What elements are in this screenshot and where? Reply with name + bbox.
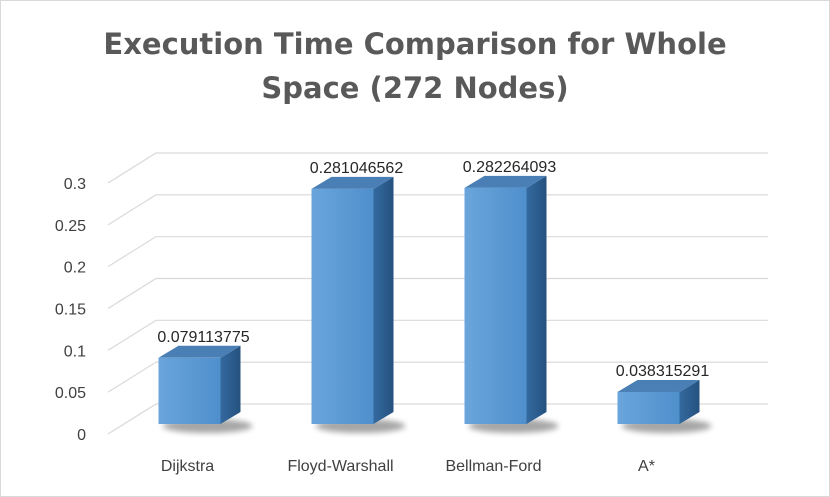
bar-dijkstra <box>158 345 241 424</box>
bar-front <box>617 391 680 424</box>
data-label: 0.281046562 <box>310 160 404 177</box>
bar-side <box>526 175 547 424</box>
gridlines <box>107 152 768 435</box>
bar-front <box>311 188 374 424</box>
bar-top <box>617 379 700 392</box>
bar-side <box>220 345 241 424</box>
x-axis-category-labels: Dijkstra Floyd-Warshall Bellman-Ford A* <box>161 458 655 475</box>
y-tick-label: 0 <box>77 427 86 444</box>
bar-side <box>373 176 394 424</box>
chart-title-line-2: Space (272 Nodes) <box>261 71 569 105</box>
bar-front <box>464 187 527 424</box>
x-category-label: Dijkstra <box>161 458 214 475</box>
gridline <box>107 277 768 310</box>
gridline <box>107 236 768 268</box>
gridline <box>107 152 768 184</box>
y-tick-label: 0.1 <box>64 343 86 360</box>
bar-floyd-warshall <box>311 176 394 424</box>
y-tick-label: 0.05 <box>55 385 86 402</box>
bar-top <box>311 176 394 189</box>
bar-top <box>158 345 241 358</box>
data-label: 0.282264093 <box>463 159 557 176</box>
bars <box>158 175 700 424</box>
data-labels: 0.079113775 0.281046562 0.282264093 0.03831… <box>157 159 709 380</box>
data-label: 0.038315291 <box>616 363 710 380</box>
bar-front <box>158 357 221 424</box>
chart-title: Execution Time Comparison for Whole Spac… <box>0 22 830 110</box>
gridline <box>107 319 768 351</box>
y-tick-label: 0.25 <box>55 218 86 235</box>
y-tick-label: 0.2 <box>64 260 86 277</box>
chart-title-line-1: Execution Time Comparison for Whole <box>103 27 727 61</box>
bar-side <box>679 379 700 424</box>
y-tick-label: 0.3 <box>64 176 86 193</box>
bar-bellman-ford <box>464 175 547 424</box>
x-category-label: Bellman-Ford <box>445 458 541 475</box>
gridline <box>107 194 768 226</box>
data-label: 0.079113775 <box>157 329 249 346</box>
gridline <box>107 403 768 435</box>
bar-a- <box>617 379 700 424</box>
x-category-label: Floyd-Warshall <box>287 458 393 475</box>
y-tick-label: 0.15 <box>55 302 86 319</box>
y-axis-tick-labels: 0 0.05 0.1 0.15 0.2 0.25 0.3 <box>55 176 86 444</box>
bar-top <box>464 175 547 188</box>
x-category-label: A* <box>638 458 655 475</box>
gridline <box>107 361 768 393</box>
